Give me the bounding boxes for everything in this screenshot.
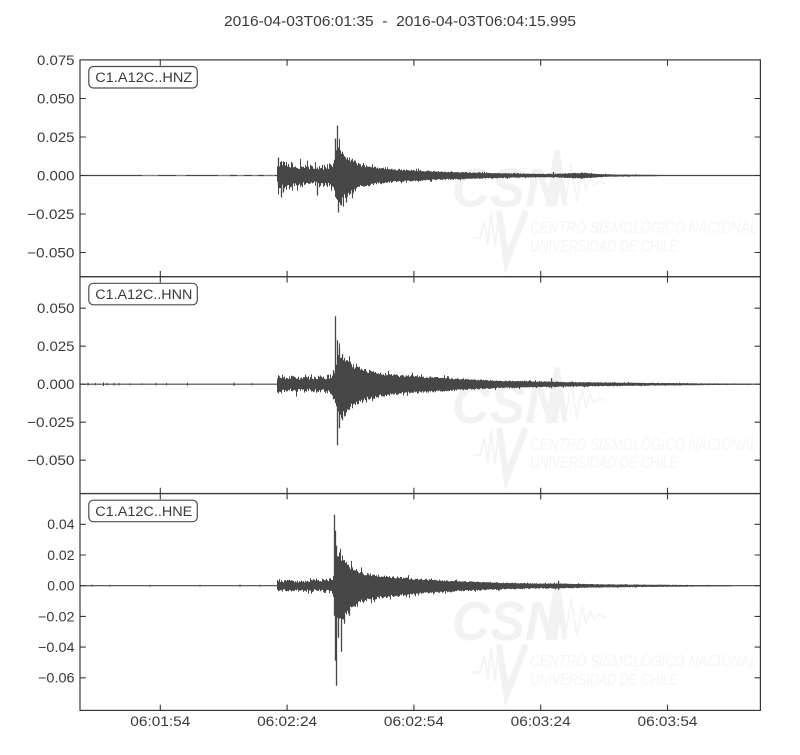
svg-text:0.04: 0.04 (47, 516, 74, 532)
svg-text:−0.025: −0.025 (27, 206, 75, 222)
svg-text:CENTRO SISMOLÓGICO NACIONAL: CENTRO SISMOLÓGICO NACIONAL (530, 218, 757, 237)
svg-text:0.000: 0.000 (37, 376, 75, 392)
svg-text:C1.A12C..HNE: C1.A12C..HNE (95, 504, 192, 519)
svg-text:−0.04: −0.04 (38, 639, 75, 655)
svg-text:0.025: 0.025 (37, 338, 75, 354)
svg-text:06:01:54: 06:01:54 (130, 713, 190, 729)
svg-text:0.02: 0.02 (47, 547, 74, 563)
svg-text:C1.A12C..HNZ: C1.A12C..HNZ (95, 70, 192, 85)
svg-text:UNIVERSIDAD DE CHILE: UNIVERSIDAD DE CHILE (530, 237, 679, 255)
svg-text:0.025: 0.025 (37, 129, 75, 145)
svg-text:06:03:24: 06:03:24 (511, 713, 571, 729)
svg-text:06:02:24: 06:02:24 (257, 713, 317, 729)
svg-text:−0.050: −0.050 (27, 244, 75, 260)
svg-text:0.000: 0.000 (37, 167, 75, 183)
svg-text:06:03:54: 06:03:54 (638, 713, 698, 729)
svg-text:UNIVERSIDAD DE CHILE: UNIVERSIDAD DE CHILE (530, 671, 679, 689)
svg-text:CENTRO SISMOLÓGICO NACIONAL: CENTRO SISMOLÓGICO NACIONAL (530, 652, 757, 671)
svg-text:CENTRO SISMOLÓGICO NACIONAL: CENTRO SISMOLÓGICO NACIONAL (530, 435, 757, 454)
svg-text:−0.06: −0.06 (38, 670, 75, 686)
svg-text:0.075: 0.075 (37, 52, 75, 68)
svg-text:2016-04-03T06:01:35 - 2016-0: 2016-04-03T06:01:35 - 2016-04-03T06:04:1… (224, 14, 576, 30)
svg-text:0.00: 0.00 (47, 578, 74, 594)
svg-text:06:02:54: 06:02:54 (384, 713, 444, 729)
svg-text:C1.A12C..HNN: C1.A12C..HNN (95, 287, 192, 302)
svg-text:−0.02: −0.02 (38, 608, 75, 624)
svg-text:−0.025: −0.025 (27, 414, 75, 430)
svg-text:CSN: CSN (452, 156, 564, 218)
svg-text:CSN: CSN (452, 590, 564, 652)
svg-text:0.050: 0.050 (37, 90, 75, 106)
svg-text:0.050: 0.050 (37, 300, 75, 316)
svg-text:−0.050: −0.050 (27, 452, 75, 468)
svg-text:UNIVERSIDAD DE CHILE: UNIVERSIDAD DE CHILE (530, 454, 679, 472)
